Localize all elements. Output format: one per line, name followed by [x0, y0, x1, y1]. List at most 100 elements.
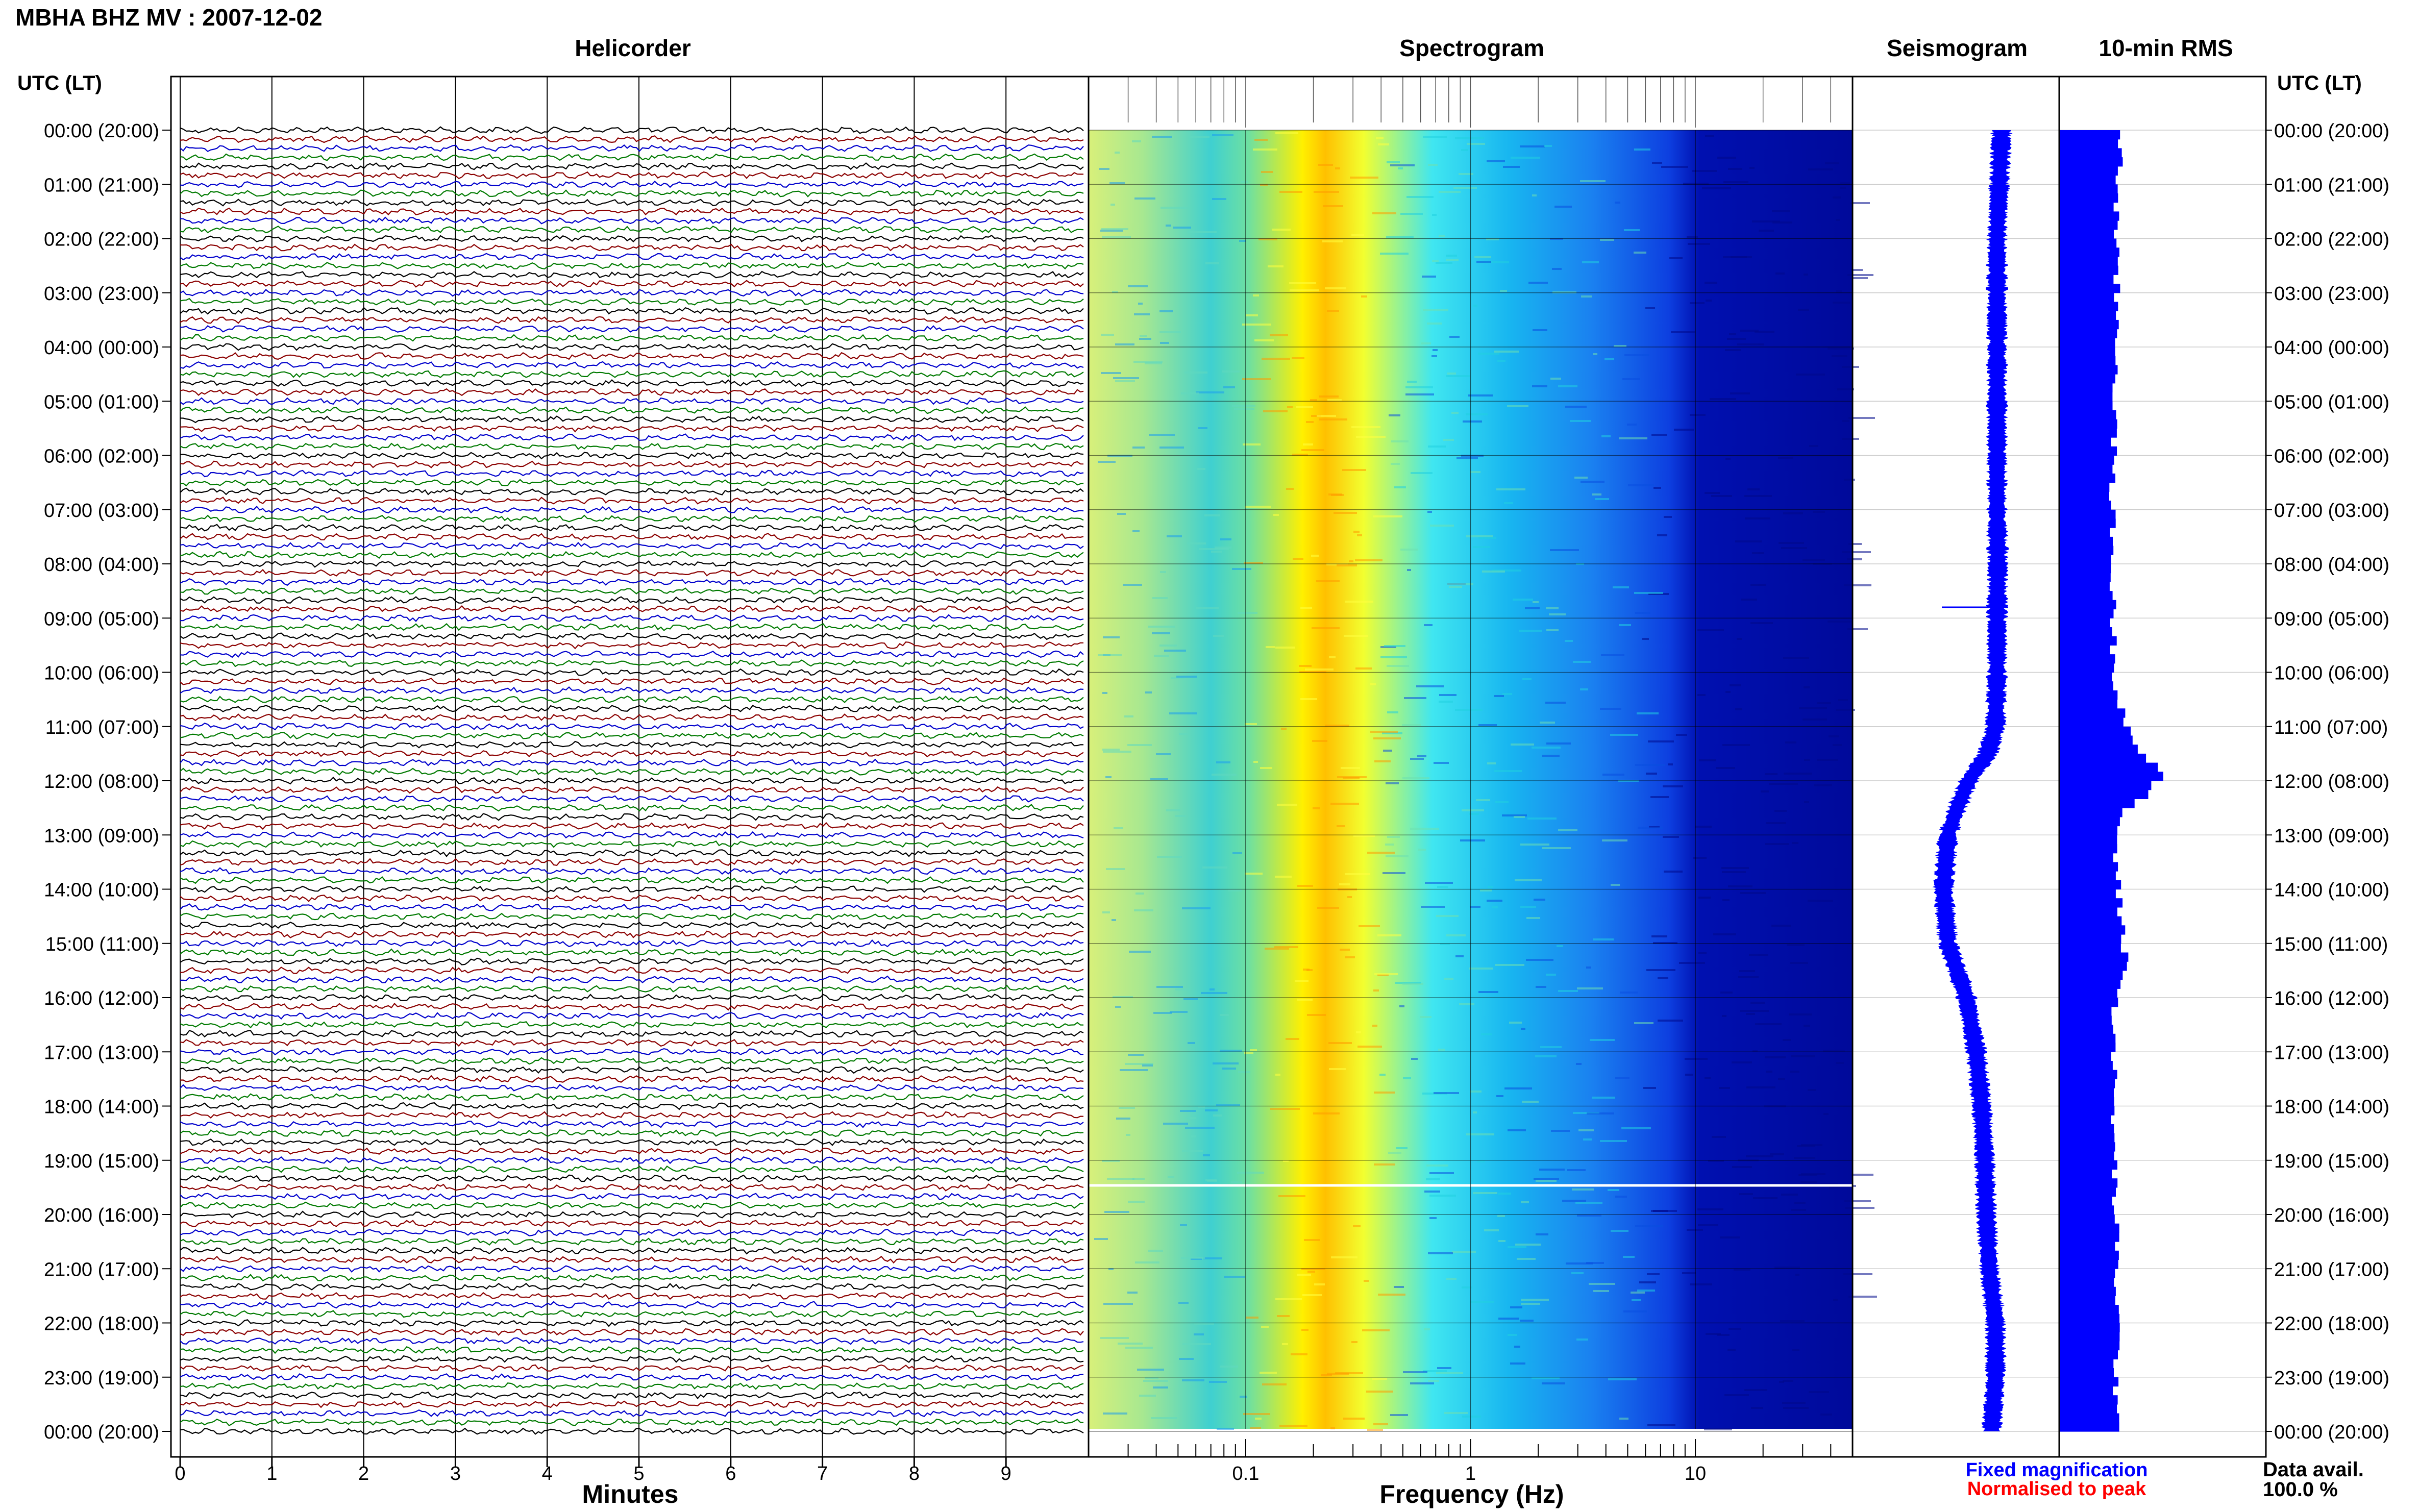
spectrogram-streak — [1467, 457, 1478, 459]
spectrogram-streak — [1150, 778, 1168, 780]
spectrogram-streak — [1546, 742, 1571, 745]
helicorder-trace — [180, 361, 1084, 369]
spectrogram-streak — [1330, 803, 1359, 805]
spectrogram-streak — [1314, 1283, 1325, 1285]
spectrogram-streak — [1353, 835, 1375, 837]
spectrogram-streak — [1283, 1160, 1289, 1162]
spectrogram-streak — [1434, 1092, 1459, 1094]
rms-bar — [2059, 1043, 2116, 1052]
spectrogram-streak — [1803, 718, 1827, 721]
spectrogram-streak — [1836, 709, 1855, 711]
spectrogram-streak — [1209, 1381, 1227, 1383]
time-label-right: 17:00 (13:00) — [2274, 1042, 2389, 1063]
rms-bar — [2059, 311, 2116, 320]
spectrogram-streak — [1496, 1095, 1503, 1097]
spectrogram-streak — [1521, 1303, 1540, 1305]
helicorder-trace — [180, 614, 1084, 622]
spectrogram-streak — [1848, 543, 1862, 545]
spectrogram-streak — [1533, 329, 1547, 331]
spectrogram-streak — [1286, 488, 1294, 490]
spectrogram-streak — [1391, 463, 1400, 465]
spectrogram-streak — [1114, 827, 1123, 829]
seismogram-title: Seismogram — [1887, 35, 2028, 61]
spectrogram-streak — [1557, 945, 1563, 947]
spectrogram-streak — [1728, 168, 1742, 170]
time-label-left: 16:00 (12:00) — [44, 988, 159, 1009]
spectrogram-streak — [1674, 429, 1694, 431]
spectrogram-streak — [1582, 261, 1599, 263]
spectrogram-streak — [1554, 206, 1572, 208]
spectrogram-streak — [1253, 761, 1258, 763]
rms-bar — [2059, 229, 2114, 239]
spectrogram-streak — [1300, 607, 1312, 609]
spectrogram-streak — [1396, 1147, 1408, 1149]
spectrogram-streak — [1634, 148, 1650, 151]
spectrogram-streak — [1737, 343, 1764, 345]
spectrogram-streak — [1708, 1160, 1724, 1162]
spectrogram-streak — [1637, 712, 1659, 714]
spectrogram-streak — [1265, 948, 1289, 950]
spectrogram-streak — [1514, 816, 1525, 818]
spectrogram-streak — [1331, 1256, 1357, 1258]
rms-panel — [2058, 76, 2267, 1458]
spectrogram-streak — [1439, 235, 1445, 237]
spectrogram-streak — [1657, 534, 1667, 536]
spectrogram-streak — [1291, 1353, 1307, 1355]
spectrogram-streak — [1270, 1108, 1300, 1110]
spectrogram-streak — [1814, 784, 1832, 786]
helicorder-trace — [180, 1237, 1084, 1246]
spectrogram-streak — [1407, 381, 1417, 383]
spectrogram-streak — [1647, 1273, 1660, 1275]
spectrogram-streak — [1459, 173, 1473, 175]
spectrogram-streak — [1364, 1280, 1369, 1282]
spectrogram-streak — [1600, 239, 1614, 241]
rms-bar — [2059, 1286, 2116, 1296]
rms-bar — [2059, 202, 2114, 212]
spectrogram-streak — [1847, 274, 1873, 276]
helicorder-title: Helicorder — [575, 35, 691, 61]
rms-bar — [2059, 356, 2116, 365]
spectrogram-streak — [1494, 770, 1522, 772]
spectrogram-streak — [1586, 966, 1591, 969]
spectrogram-streak — [1737, 638, 1742, 640]
helicorder-trace — [180, 885, 1084, 893]
spectrogram-streak — [1723, 256, 1752, 258]
spectrogram-streak — [1800, 1181, 1817, 1183]
spectrogram-streak — [1145, 1377, 1158, 1379]
spectrogram-streak — [1134, 909, 1153, 911]
rms-bar — [2059, 898, 2123, 908]
spectrogram-streak — [1705, 1077, 1711, 1079]
spectrogram-streak — [1201, 992, 1227, 994]
spectrogram-streak — [1705, 135, 1714, 137]
spectrogram-streak — [1424, 1191, 1440, 1193]
helicorder-trace — [180, 659, 1084, 667]
spectrogram-streak — [1311, 555, 1319, 557]
spectrogram-streak — [1813, 511, 1825, 513]
spectrogram-streak — [1521, 1201, 1529, 1203]
spectrogram-streak — [1303, 969, 1310, 971]
helicorder-trace — [180, 1147, 1084, 1155]
spectrogram-streak — [1646, 773, 1657, 775]
helicorder-trace — [180, 497, 1084, 505]
spectrogram-streak — [1795, 1274, 1799, 1276]
spectrogram-streak — [1722, 744, 1750, 746]
spectrogram-streak — [1101, 334, 1114, 336]
rms-bar — [2059, 1341, 2120, 1351]
spectrogram-streak — [1772, 221, 1792, 224]
seismogram-frame — [1852, 76, 2060, 1458]
rms-bar — [2059, 979, 2121, 989]
spectrogram-streak — [1152, 632, 1170, 634]
helicorder-trace — [180, 605, 1084, 613]
spectrogram-streak — [1558, 385, 1577, 387]
rms-bar — [2059, 916, 2122, 926]
rms-bar — [2059, 645, 2110, 655]
spectrogram-streak — [1685, 1074, 1693, 1076]
spectrogram-streak — [1356, 1031, 1361, 1033]
spectrogram-streak — [1268, 265, 1283, 267]
utc-lt-label-right: UTC (LT) — [2277, 72, 2362, 94]
spectrogram-streak — [1658, 1020, 1683, 1022]
rms-bar — [2059, 528, 2110, 537]
spectrogram-streak — [1482, 571, 1505, 573]
spectrogram-streak — [1299, 665, 1312, 667]
spectrogram-streak — [1374, 1163, 1395, 1166]
